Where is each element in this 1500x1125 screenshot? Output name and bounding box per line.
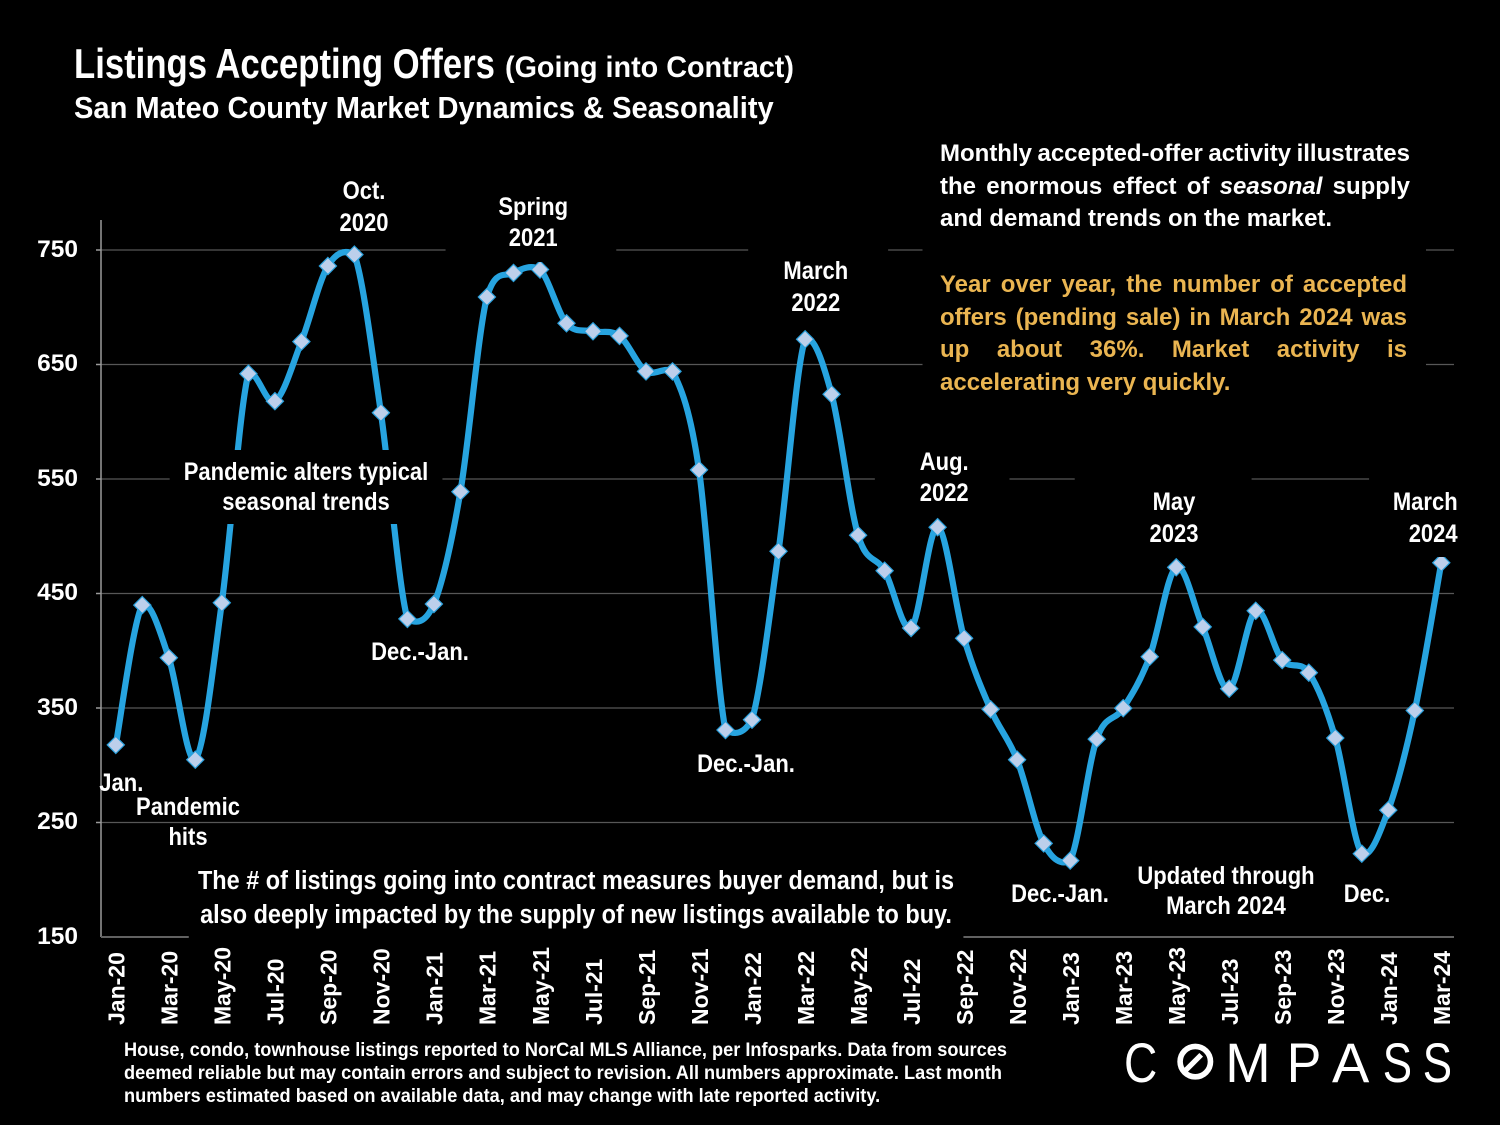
svg-text:May-21: May-21 — [528, 947, 554, 1025]
svg-text:Sep-23: Sep-23 — [1270, 950, 1296, 1025]
svg-text:S: S — [1383, 1031, 1412, 1094]
svg-text:Jan-22: Jan-22 — [740, 952, 766, 1025]
svg-text:M: M — [1225, 1031, 1270, 1094]
svg-text:Sep-21: Sep-21 — [634, 949, 660, 1025]
svg-text:A: A — [1332, 1031, 1370, 1094]
svg-text:Mar-20: Mar-20 — [157, 951, 183, 1025]
svg-text:Nov-20: Nov-20 — [369, 948, 395, 1025]
svg-text:Sep-22: Sep-22 — [952, 950, 978, 1025]
svg-text:S: S — [1423, 1031, 1452, 1094]
svg-text:C: C — [1124, 1031, 1157, 1094]
svg-text:Sep-20: Sep-20 — [316, 950, 342, 1025]
svg-text:Jan-20: Jan-20 — [104, 952, 130, 1025]
svg-text:Jul-20: Jul-20 — [263, 959, 289, 1025]
svg-text:Mar-21: Mar-21 — [475, 951, 501, 1025]
svg-text:Jul-22: Jul-22 — [899, 959, 925, 1025]
svg-text:Nov-21: Nov-21 — [687, 948, 713, 1025]
svg-text:Jan-23: Jan-23 — [1058, 952, 1084, 1025]
svg-text:Mar-23: Mar-23 — [1111, 951, 1137, 1025]
svg-text:P: P — [1287, 1031, 1322, 1094]
svg-text:Mar-22: Mar-22 — [793, 951, 819, 1025]
svg-text:Jul-23: Jul-23 — [1217, 959, 1243, 1025]
svg-text:Nov-22: Nov-22 — [1005, 948, 1031, 1025]
svg-text:Nov-23: Nov-23 — [1323, 948, 1349, 1025]
svg-text:May-22: May-22 — [846, 947, 872, 1025]
svg-text:Mar-24: Mar-24 — [1429, 951, 1455, 1025]
svg-text:Jan-21: Jan-21 — [422, 952, 448, 1025]
svg-text:Jul-21: Jul-21 — [581, 958, 607, 1025]
svg-text:Jan-24: Jan-24 — [1376, 952, 1402, 1025]
svg-text:May-20: May-20 — [210, 947, 236, 1025]
svg-text:May-23: May-23 — [1164, 947, 1190, 1025]
